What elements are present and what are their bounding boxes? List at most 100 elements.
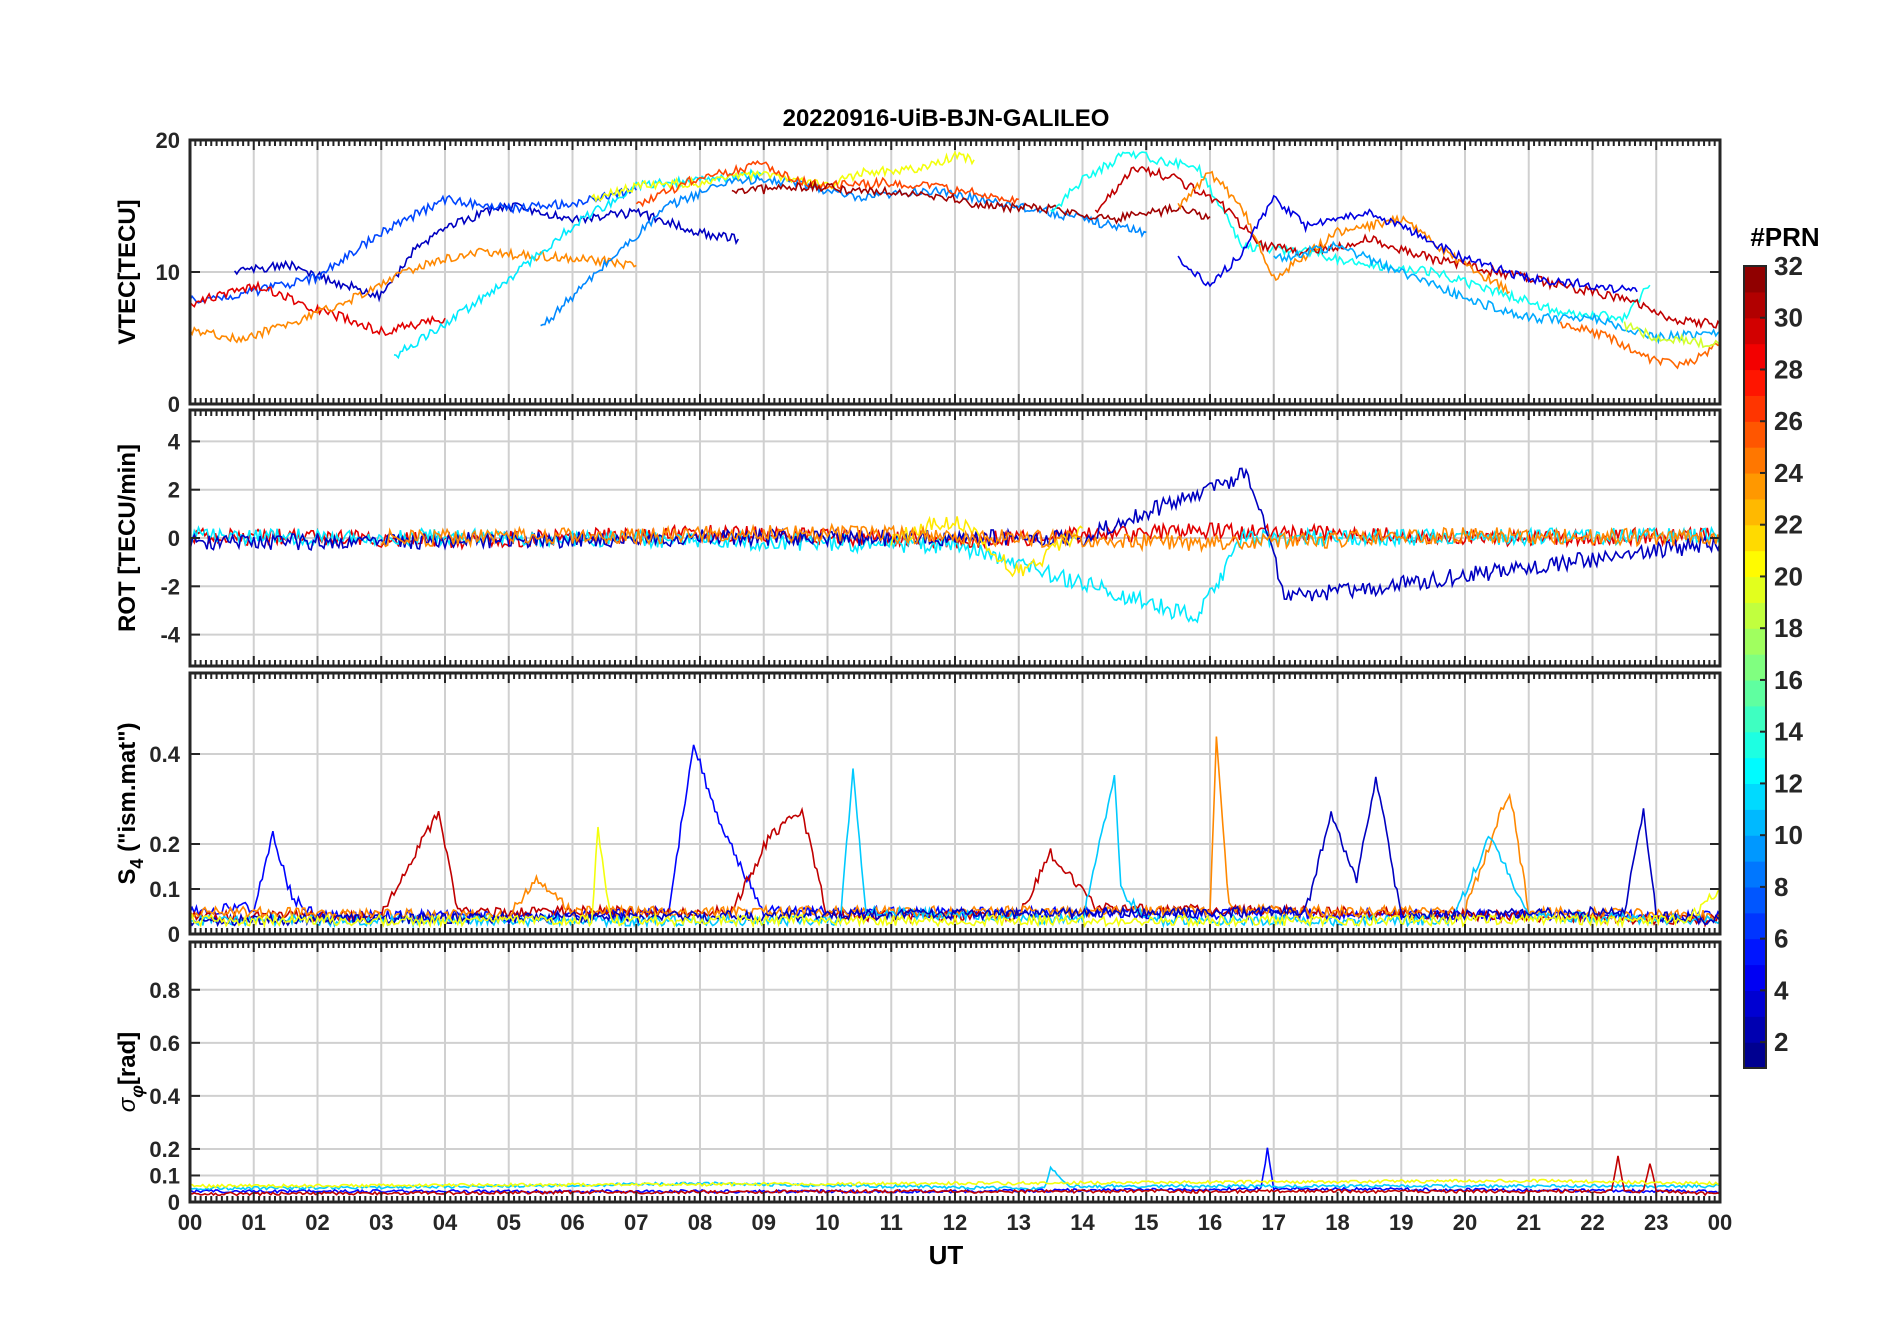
y-axis-label-main: σ [114,1096,141,1112]
panel-rot: -4 -2 0 2 4 ROT [TECU/min] [114,408,1722,668]
colorbar-tick-label: 28 [1774,354,1803,384]
series-line-prn-30 [1094,165,1720,330]
series-line-prn-26 [635,160,1019,208]
colorbar-band [1744,550,1766,578]
series-line-prn-20 [190,1178,1720,1189]
y-tick-label: 0 [168,1190,180,1215]
series-line-prn-19 [1623,321,1720,349]
series-line-prn-4 [1177,194,1638,294]
x-tick-label: 18 [1325,1210,1349,1235]
x-tick-label: 20 [1453,1210,1477,1235]
series-line-prn-9 [540,174,1147,327]
x-tick-label: 11 [880,1210,903,1235]
colorbar-band [1744,886,1766,914]
x-axis-ticks: 00 01 02 03 04 05 06 07 08 09 10 11 12 13 14 15 16 17 18 19… [178,1210,1732,1235]
panel-sigma-phi: 00.10.2 0.4 0.6 0.8 σφ[rad] [114,940,1722,1215]
colorbar-band [1744,1042,1766,1069]
colorbar-tick-label: 24 [1774,458,1803,488]
colorbar-band [1744,964,1766,991]
series-line-prn-7 [190,185,637,304]
colorbar-band [1744,912,1766,940]
colorbar-band [1744,783,1766,810]
panel-vtec: 0 10 20 VTEC[TECU] [114,128,1722,417]
colorbar-tick-label: 8 [1774,872,1788,902]
colorbar-band [1744,421,1766,448]
series-line-prn-29 [190,280,446,336]
colorbar-tick-label: 14 [1774,717,1803,747]
colorbar-band [1744,679,1766,707]
x-tick-label: 10 [815,1210,839,1235]
series-line-prn-13 [1050,149,1651,324]
x-tick-label: 17 [1262,1210,1286,1235]
colorbar-band [1744,291,1766,319]
x-tick-label: 21 [1517,1210,1541,1235]
x-tick-label: 08 [688,1210,712,1235]
y-axis-label-rest: [rad] [114,1032,141,1085]
colorbar-band [1744,472,1766,500]
colorbar-band [1744,343,1766,371]
colorbar-band [1744,266,1766,293]
series-line-prn-31 [731,180,1211,225]
y-tick-label: 0.8 [149,978,180,1003]
colorbar-band [1744,524,1766,552]
y-tick-label: -4 [160,623,180,648]
y-axis-label-sub: 4 [127,859,147,869]
y-tick-label: 0 [168,922,180,947]
colorbar-band [1744,498,1766,526]
colorbar-title: #PRN [1750,222,1819,252]
colorbar-band [1744,1016,1766,1043]
colorbar-tick-label: 26 [1774,406,1803,436]
y-tick-label: 0 [168,392,180,417]
x-tick-label: 02 [305,1210,329,1235]
colorbar-band [1744,369,1766,396]
colorbar-tick-label: 20 [1774,561,1803,591]
x-tick-label: 05 [497,1210,521,1235]
colorbar-tick-label: 18 [1774,613,1803,643]
series-line-prn-12 [393,168,765,360]
x-tick-label: 15 [1134,1210,1158,1235]
colorbar-band [1744,705,1766,733]
y-tick-label: 0.1 [149,877,180,902]
y-tick-label: 0.6 [149,1031,180,1056]
x-tick-label: 14 [1070,1210,1095,1235]
panel-s4: 00.10.20.4S4 ("ism.mat") [114,671,1722,947]
y-axis-label: ROT [TECU/min] [114,444,141,632]
colorbar-band [1744,938,1766,966]
colorbar-tick-label: 16 [1774,665,1803,695]
x-tick-label: 04 [433,1210,458,1235]
y-axis-label-sub: φ [127,1085,147,1098]
y-tick-label: 0.4 [149,742,180,767]
x-tick-label: 01 [242,1210,266,1235]
x-tick-label: 19 [1389,1210,1413,1235]
y-axis-label-rest: ("ism.mat") [114,722,141,858]
series-line-prn-25 [1559,321,1720,370]
chart-title: 20220916-UiB-BJN-GALILEO [783,105,1110,132]
colorbar-frame [1743,265,1767,1069]
y-tick-label: 20 [156,128,180,153]
series-line-prn-11 [190,1165,1720,1192]
y-tick-label: 0.4 [149,1084,180,1109]
series-group [190,467,1720,624]
x-tick-label: 03 [369,1210,393,1235]
y-tick-label: 2 [168,478,180,503]
series-line-prn-24 [380,522,1720,554]
x-tick-label: 16 [1198,1210,1222,1235]
x-tick-label: 23 [1644,1210,1668,1235]
x-tick-label: 09 [752,1210,776,1235]
x-tick-label: 00 [1708,1210,1732,1235]
colorbar-tick-label: 4 [1774,975,1789,1005]
colorbar-band [1744,317,1766,345]
y-axis-label: σφ[rad] [114,1032,147,1113]
colorbar-band [1744,447,1766,474]
y-tick-label: 0.1 [149,1163,180,1188]
colorbar-tick-label: 6 [1774,924,1788,954]
colorbar-band [1744,731,1766,759]
colorbar-tick-label: 32 [1774,251,1803,281]
series-group [190,149,1720,370]
series-group [190,736,1720,929]
colorbar-band [1744,628,1766,655]
colorbar-band [1744,861,1766,888]
colorbar-tick-label: 10 [1774,820,1803,850]
colorbar-band [1744,602,1766,629]
